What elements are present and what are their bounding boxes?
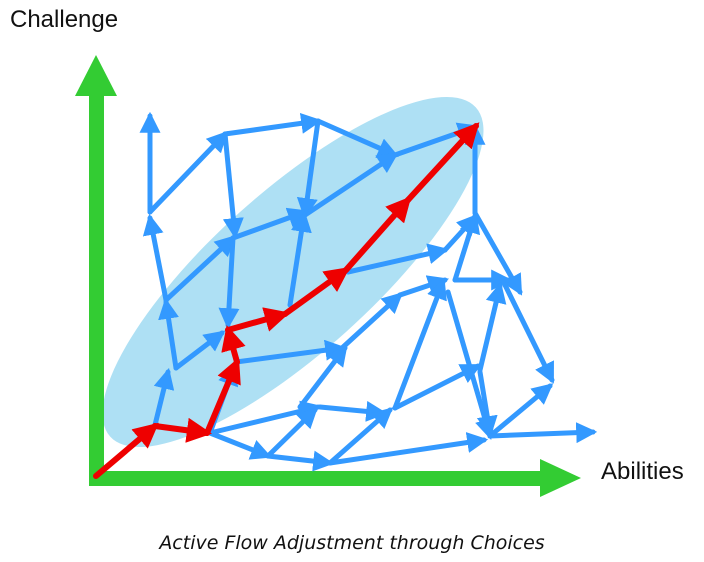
- y-axis-arrowhead: [75, 55, 117, 96]
- choice-arrow: [265, 450, 335, 472]
- choice-arrow: [158, 297, 179, 371]
- chosen-arrow: [225, 307, 290, 333]
- choice-paths: [139, 111, 598, 472]
- choice-arrow: [222, 131, 244, 240]
- choice-arrow: [207, 430, 272, 460]
- choice-arrow: [173, 330, 226, 371]
- choice-arrow: [327, 432, 489, 466]
- choice-arrow: [477, 281, 507, 373]
- choice-arrow: [147, 130, 228, 215]
- x-axis-label: Abilities: [601, 458, 684, 485]
- chosen-arrow: [93, 422, 159, 479]
- choice-arrow: [296, 118, 321, 220]
- choice-arrow: [392, 363, 482, 411]
- choice-arrow: [317, 400, 388, 422]
- choice-arrow: [445, 289, 496, 441]
- choice-arrow: [345, 243, 450, 275]
- choice-arrow: [302, 152, 399, 218]
- choice-arrow: [233, 339, 347, 365]
- x-axis: [89, 471, 541, 486]
- choice-arrow: [287, 210, 312, 308]
- choice-arrow: [476, 369, 498, 438]
- choice-arrow: [502, 282, 555, 384]
- chosen-arrow: [343, 196, 412, 273]
- choice-arrow: [339, 292, 404, 351]
- y-axis: [89, 92, 104, 484]
- choice-arrow: [487, 383, 554, 439]
- axes: [75, 55, 581, 497]
- choice-arrow: [392, 278, 447, 411]
- chosen-arrow: [282, 267, 351, 317]
- chosen-arrow: [221, 325, 246, 365]
- choice-arrow: [487, 422, 598, 444]
- choice-arrow: [142, 213, 169, 303]
- choice-arrow: [442, 213, 478, 253]
- choice-arrow: [163, 235, 237, 303]
- diagram-caption: Active Flow Adjustment through Choices: [159, 532, 545, 554]
- choice-arrow: [152, 367, 175, 428]
- choice-arrow: [327, 407, 394, 466]
- chosen-arrow: [405, 122, 480, 203]
- chosen-arrow: [204, 357, 241, 436]
- choice-arrow: [472, 210, 523, 296]
- chosen-arrow: [152, 417, 212, 443]
- choice-arrow: [218, 235, 240, 330]
- choice-arrow: [265, 407, 319, 459]
- x-axis-arrowhead: [540, 459, 581, 497]
- chosen-path: [93, 122, 480, 479]
- choice-arrow: [222, 112, 323, 137]
- choice-arrow: [315, 118, 399, 158]
- y-axis-label: Challenge: [10, 6, 119, 33]
- choice-arrow: [297, 344, 348, 410]
